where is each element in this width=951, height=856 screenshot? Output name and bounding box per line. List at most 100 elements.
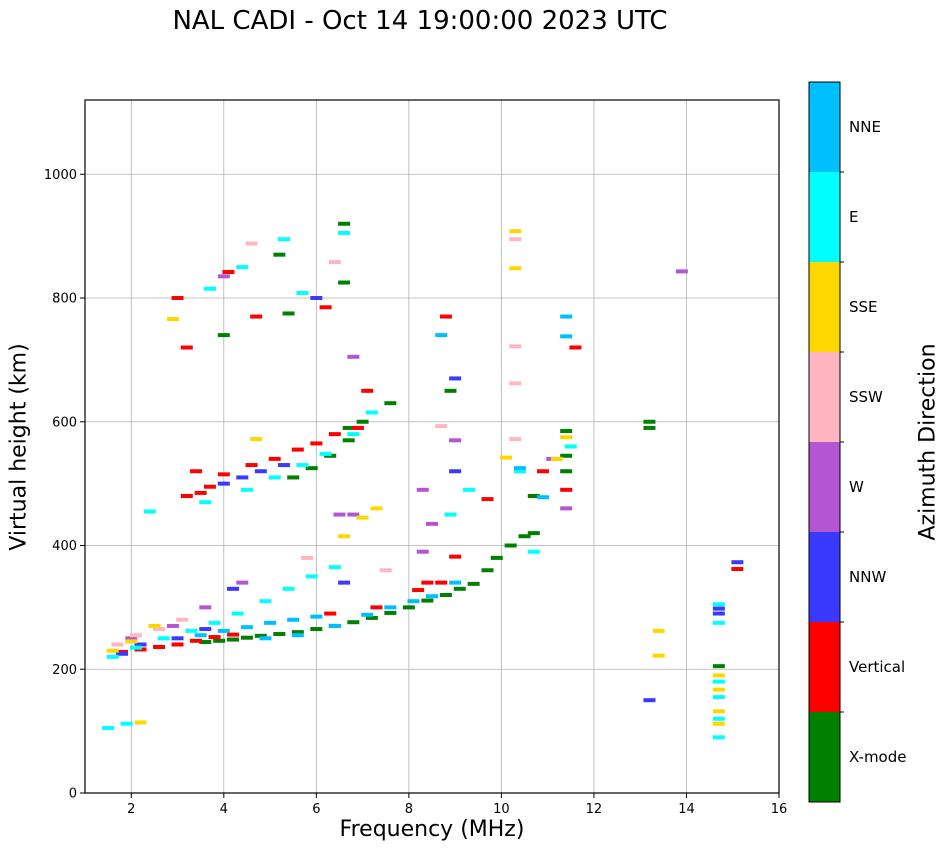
colorbar-swatch: [809, 622, 840, 712]
x-tick-label: 8: [405, 802, 413, 817]
data-point: [421, 598, 434, 603]
data-point: [102, 726, 115, 731]
data-point: [712, 687, 725, 692]
data-point: [560, 429, 573, 434]
data-point: [166, 317, 179, 322]
y-tick-label: 800: [52, 292, 77, 307]
data-point: [504, 543, 517, 548]
data-point: [370, 605, 383, 610]
data-point: [319, 451, 332, 456]
colorbar-tick-label: NNE: [849, 118, 881, 136]
data-point: [194, 633, 207, 638]
data-point: [227, 632, 240, 637]
data-point: [199, 605, 212, 610]
data-point: [347, 354, 360, 359]
data-point: [509, 237, 522, 242]
data-point: [153, 644, 166, 649]
data-point: [203, 286, 216, 291]
data-point: [291, 447, 304, 452]
series-ssw: [111, 237, 522, 647]
data-point: [509, 381, 522, 386]
data-point: [513, 466, 526, 471]
data-point: [712, 721, 725, 726]
data-point: [310, 441, 323, 446]
y-tick-label: 1000: [44, 168, 77, 183]
data-point: [560, 453, 573, 458]
series-e: [102, 231, 725, 740]
colorbar-swatch: [809, 442, 840, 532]
data-point: [384, 605, 397, 610]
data-point: [305, 466, 318, 471]
data-point: [712, 606, 725, 611]
data-point: [116, 651, 129, 656]
data-point: [560, 487, 573, 492]
data-point: [259, 636, 272, 641]
data-point: [712, 673, 725, 678]
colorbar-swatch: [809, 532, 840, 622]
data-point: [643, 698, 656, 703]
colorbar-swatch: [809, 172, 840, 262]
colorbar-frame: [808, 81, 841, 803]
data-point: [194, 490, 207, 495]
data-point: [712, 611, 725, 616]
data-point: [180, 345, 193, 350]
colorbar-tick-label: SSW: [849, 388, 883, 406]
series-nne: [194, 314, 573, 641]
data-point: [217, 481, 230, 486]
data-point: [319, 305, 332, 310]
data-point: [296, 463, 309, 468]
data-point: [356, 515, 369, 520]
data-point: [449, 554, 462, 559]
y-tick-label: 0: [69, 787, 77, 802]
data-point: [324, 611, 337, 616]
data-point: [273, 631, 286, 636]
data-point: [111, 642, 124, 647]
colorbar-tick-label: E: [849, 208, 858, 226]
x-axis-label: Frequency (MHz): [339, 817, 525, 842]
data-point: [328, 565, 341, 570]
data-point: [338, 231, 351, 236]
data-point: [643, 425, 656, 430]
data-point: [712, 602, 725, 607]
series-nnw: [116, 296, 744, 703]
data-point: [712, 679, 725, 684]
data-point: [236, 475, 249, 480]
data-point: [208, 635, 221, 640]
data-point: [171, 296, 184, 300]
data-point: [287, 617, 300, 622]
data-point: [712, 695, 725, 700]
data-point: [301, 555, 314, 560]
data-point: [342, 438, 355, 443]
data-point: [153, 627, 166, 632]
series-x-mode: [199, 221, 725, 669]
data-point: [509, 229, 522, 234]
data-point: [250, 314, 263, 319]
data-point: [569, 345, 582, 350]
data-point: [509, 344, 522, 349]
chart-title: NAL CADI - Oct 14 19:00:00 2023 UTC: [172, 6, 668, 36]
data-point: [338, 221, 351, 226]
data-point: [560, 469, 573, 474]
data-point: [245, 463, 258, 468]
data-point: [412, 588, 425, 593]
data-point: [347, 620, 360, 625]
data-point: [481, 497, 494, 502]
plot-frame: [84, 99, 780, 794]
data-point: [305, 574, 318, 579]
data-point: [435, 333, 448, 338]
data-point: [222, 270, 235, 275]
data-point: [361, 612, 374, 617]
data-point: [180, 494, 193, 498]
data-point: [351, 425, 364, 430]
series-vertical: [116, 270, 744, 654]
data-point: [171, 642, 184, 647]
data-point: [550, 456, 563, 461]
data-point: [328, 260, 341, 265]
data-point: [310, 296, 323, 300]
data-point: [527, 531, 540, 536]
data-point: [416, 549, 429, 554]
data-point: [518, 534, 531, 539]
data-point: [217, 472, 230, 477]
data-point: [370, 506, 383, 511]
